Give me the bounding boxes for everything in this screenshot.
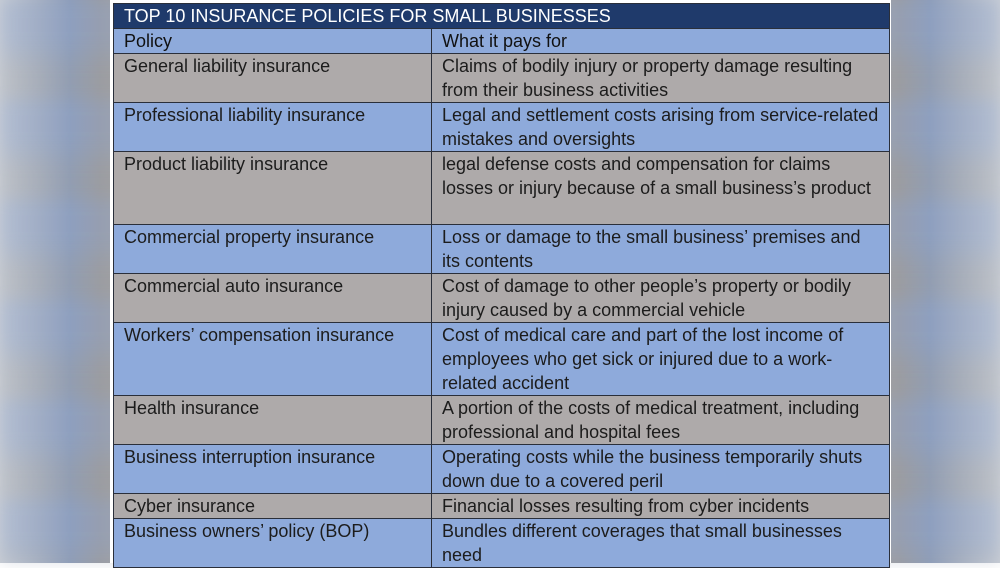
table-row: Workers’ compensation insurance Cost of … bbox=[113, 322, 891, 396]
policy-cell: Cyber insurance bbox=[113, 493, 432, 519]
pays-for-cell: Cost of damage to other people’s propert… bbox=[430, 273, 891, 323]
table-row: Business interruption insurance Operatin… bbox=[113, 444, 891, 494]
policy-cell: Health insurance bbox=[113, 395, 432, 445]
pays-for-cell: Legal and settlement costs arising from … bbox=[430, 102, 891, 152]
policy-cell: Workers’ compensation insurance bbox=[113, 322, 432, 396]
policy-cell: Business interruption insurance bbox=[113, 444, 432, 494]
table-row: Product liability insurance legal defens… bbox=[113, 151, 891, 225]
pays-for-cell: A portion of the costs of medical treatm… bbox=[430, 395, 891, 445]
table-row: Business owners’ policy (BOP) Bundles di… bbox=[113, 518, 891, 568]
table-row: Cyber insurance Financial losses resulti… bbox=[113, 493, 891, 519]
pays-for-cell: Bundles different coverages that small b… bbox=[430, 518, 891, 568]
column-header-policy: Policy bbox=[113, 28, 432, 54]
table-row: Commercial auto insurance Cost of damage… bbox=[113, 273, 891, 323]
pays-for-cell: Claims of bodily injury or property dama… bbox=[430, 53, 891, 103]
table-title: TOP 10 INSURANCE POLICIES FOR SMALL BUSI… bbox=[112, 3, 891, 29]
pays-for-cell: Loss or damage to the small business’ pr… bbox=[430, 224, 891, 274]
table-row: Health insurance A portion of the costs … bbox=[113, 395, 891, 445]
table-row: Commercial property insurance Loss or da… bbox=[113, 224, 891, 274]
pays-for-cell: legal defense costs and compensation for… bbox=[430, 151, 891, 225]
policy-cell: Product liability insurance bbox=[113, 151, 432, 225]
column-header-row: Policy What it pays for bbox=[113, 28, 891, 54]
policy-cell: Commercial property insurance bbox=[113, 224, 432, 274]
policy-cell: Business owners’ policy (BOP) bbox=[113, 518, 432, 568]
column-header-pays-for: What it pays for bbox=[430, 28, 891, 54]
insurance-policies-table: TOP 10 INSURANCE POLICIES FOR SMALL BUSI… bbox=[112, 3, 891, 568]
table-title-row: TOP 10 INSURANCE POLICIES FOR SMALL BUSI… bbox=[112, 3, 891, 29]
pays-for-cell: Operating costs while the business tempo… bbox=[430, 444, 891, 494]
pays-for-cell: Financial losses resulting from cyber in… bbox=[430, 493, 891, 519]
policy-cell: Commercial auto insurance bbox=[113, 273, 432, 323]
policy-cell: General liability insurance bbox=[113, 53, 432, 103]
table-row: General liability insurance Claims of bo… bbox=[113, 53, 891, 103]
table-row: Professional liability insurance Legal a… bbox=[113, 102, 891, 152]
pays-for-cell: Cost of medical care and part of the los… bbox=[430, 322, 891, 396]
policy-cell: Professional liability insurance bbox=[113, 102, 432, 152]
